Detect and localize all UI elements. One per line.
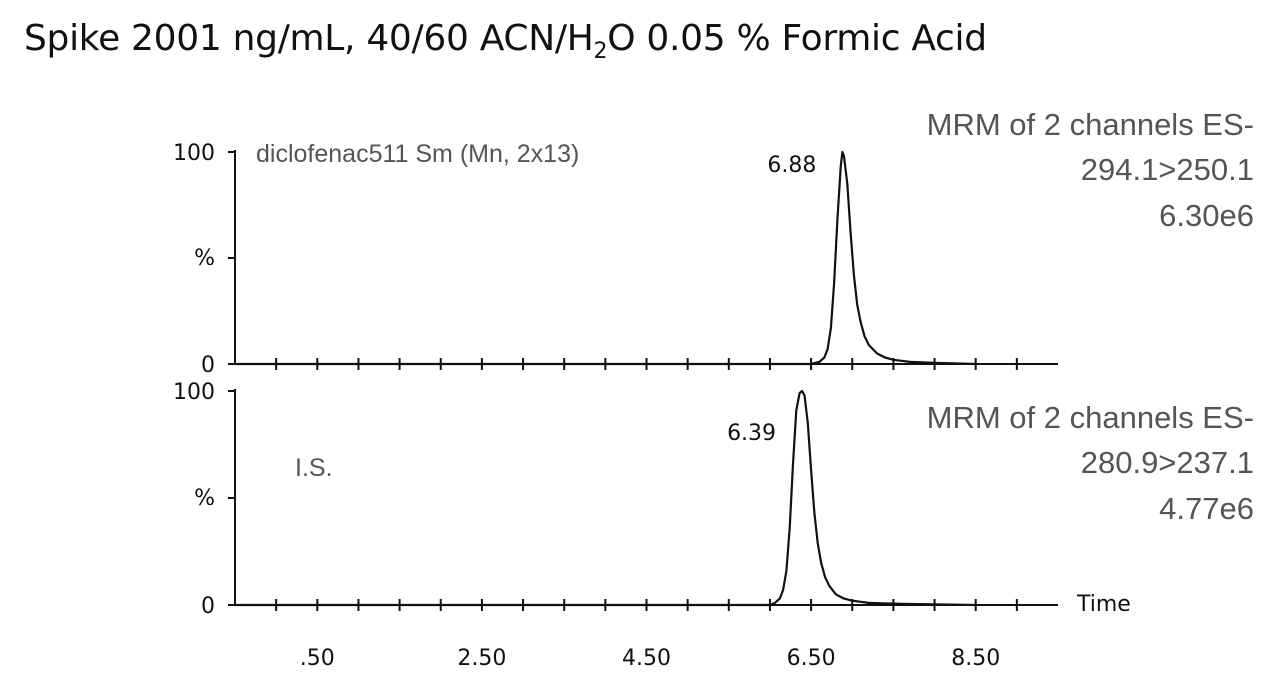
- info-line-0: MRM of 2 channels ES-: [927, 107, 1254, 142]
- info-line-0: MRM of 2 channels ES-: [927, 400, 1254, 435]
- y-axis-label: %: [194, 246, 215, 271]
- peak-label: 6.88: [767, 153, 816, 178]
- x-tick-label: 4.50: [622, 646, 671, 671]
- page-title: Spike 2001 ng/mL, 40/60 ACN/H2O 0.05 % F…: [24, 18, 987, 64]
- traces-layer: [235, 150, 976, 607]
- x-tick-label: 6.50: [787, 646, 836, 671]
- title-suffix: O 0.05 % Formic Acid: [607, 18, 987, 59]
- info-line-2: 6.30e6: [1159, 198, 1254, 233]
- x-tick-label: 2.50: [457, 646, 506, 671]
- x-tick-label: 8.50: [951, 646, 1000, 671]
- trace-label: I.S.: [295, 454, 333, 482]
- y-tick-label-0: 0: [201, 594, 215, 619]
- title-prefix: Spike 2001 ng/mL, 40/60 ACN/H: [24, 18, 594, 59]
- trace-line-bottom-0: [235, 389, 976, 607]
- y-axis-label: %: [194, 486, 215, 511]
- info-line-1: 280.9>237.1: [1081, 445, 1254, 480]
- info-line-2: 4.77e6: [1159, 491, 1254, 526]
- trace-label: diclofenac511 Sm (Mn, 2x13): [256, 140, 579, 168]
- y-tick-label-100: 100: [173, 141, 215, 166]
- title-subscript: 2: [593, 39, 608, 64]
- x-tick-label: .50: [300, 646, 335, 671]
- y-tick-label-100: 100: [173, 380, 215, 405]
- x-axis-label: Time: [1076, 592, 1131, 617]
- text-layer: 100% 0 diclofenac511 Sm (Mn, 2x13) MRM of 2…: [173, 107, 1254, 671]
- trace-line-top-0: [235, 150, 976, 366]
- peak-label: 6.39: [727, 421, 776, 446]
- info-line-1: 294.1>250.1: [1081, 152, 1254, 187]
- axes-layer: [228, 150, 1058, 611]
- y-tick-label-0: 0: [201, 353, 215, 378]
